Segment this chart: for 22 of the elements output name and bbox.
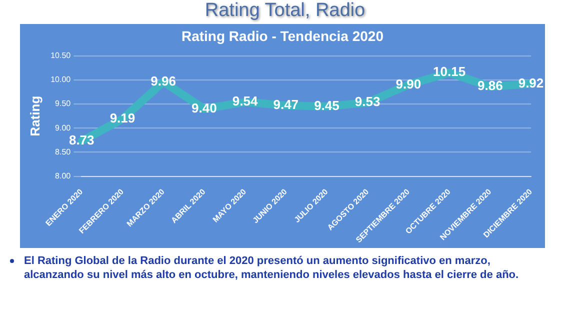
text: 9.54 — [232, 94, 258, 109]
text: 8.73 — [68, 132, 94, 148]
y-tick-label: 10.50 — [50, 51, 72, 60]
y-tick-label: 10.00 — [50, 75, 72, 84]
chart-title: Rating Total, Radio — [204, 0, 366, 22]
text: 9.45 — [314, 98, 340, 113]
text: 9.86 — [477, 78, 503, 94]
y-axis-title: Rating — [27, 96, 42, 136]
text: 9.47 — [273, 97, 299, 112]
text: 9.40 — [192, 100, 217, 116]
text: 9.96 — [150, 73, 176, 88]
y-tick-label: 9.00 — [55, 123, 72, 132]
y-tick-label: 8.00 — [55, 171, 72, 180]
y-tick-label: 8.50 — [55, 147, 72, 156]
text: 9.19 — [110, 110, 136, 126]
text: El Rating Global de la Radio durante el 2020 presentó un aumento significativo en marzo, alcanzando su nivel más alto en octubre, manteniendo niveles elevados hasta el cierre de año. — [24, 254, 520, 282]
text: 10.15 — [433, 64, 466, 80]
chart-subtitle: Rating Radio - Tendencia 2020 — [180, 28, 384, 44]
y-tick-label: 9.50 — [55, 99, 72, 108]
text: 9.53 — [354, 94, 380, 110]
text: 9.90 — [396, 76, 422, 92]
text: 9.92 — [518, 75, 544, 90]
